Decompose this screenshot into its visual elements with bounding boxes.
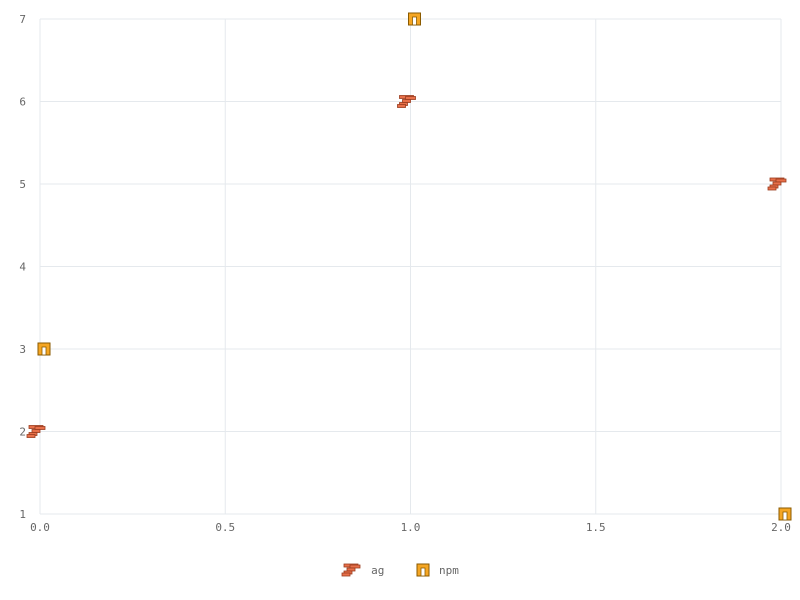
x-tick-label: 1.5 <box>586 521 606 534</box>
legend: ag npm <box>0 562 800 581</box>
x-tick-label: 1.0 <box>401 521 421 534</box>
y-tick-label: 3 <box>19 343 26 356</box>
data-point-npm[interactable] <box>778 507 792 521</box>
grid <box>39 18 782 515</box>
y-tick-label: 5 <box>19 178 26 191</box>
npm-logo-icon <box>416 563 430 577</box>
x-tick-label: 0.5 <box>215 521 235 534</box>
y-tick-label: 6 <box>19 96 26 109</box>
y-tick-label: 7 <box>19 13 26 26</box>
x-tick-label: 2.0 <box>771 521 791 534</box>
x-tick-label: 0.0 <box>30 521 50 534</box>
legend-label-npm: npm <box>439 563 459 577</box>
legend-item-ag[interactable]: ag <box>341 562 384 578</box>
data-point-npm[interactable] <box>408 12 421 26</box>
y-tick-label: 2 <box>19 426 26 439</box>
ag-logo-icon <box>341 563 361 577</box>
legend-label-ag: ag <box>371 563 385 577</box>
y-tick-label: 4 <box>19 261 26 274</box>
axes: 0.0 0.5 1.0 1.5 2.0 1 2 3 4 5 6 7 <box>19 13 791 534</box>
data-point-npm[interactable] <box>37 342 51 356</box>
legend-item-npm[interactable]: npm <box>415 562 459 578</box>
y-tick-label: 1 <box>19 508 26 521</box>
